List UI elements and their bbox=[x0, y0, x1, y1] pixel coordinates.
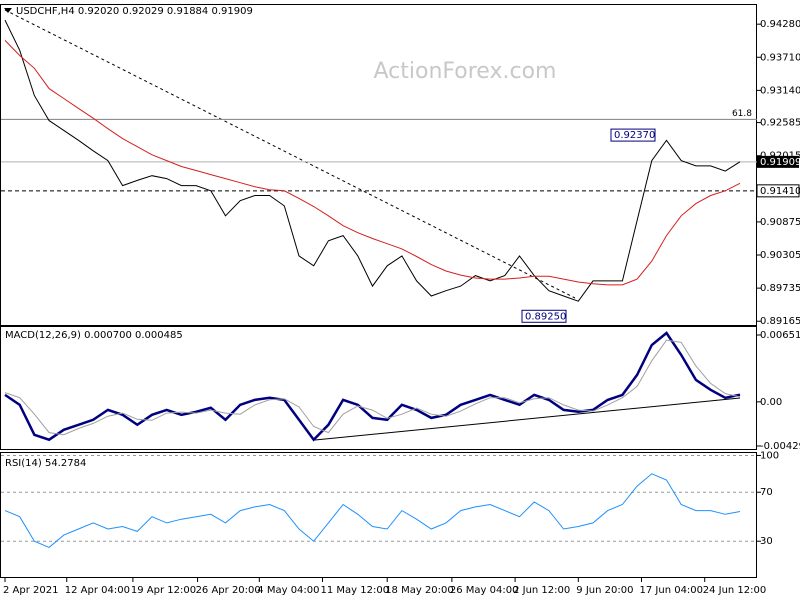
last-price-box bbox=[757, 155, 799, 168]
rsi-panel-frame bbox=[0, 452, 757, 578]
watermark: ActionForex.com bbox=[374, 59, 557, 84]
x-tick-label: 11 May 12:00 bbox=[321, 585, 390, 596]
y-tick-label: 70 bbox=[760, 487, 773, 498]
y-tick-label: 0.00 bbox=[760, 397, 782, 408]
annotation-label: 0.92370 bbox=[614, 130, 655, 141]
x-tick-label: 19 Apr 12:00 bbox=[131, 585, 196, 596]
support-box bbox=[756, 184, 800, 198]
annotation-label: 0.89250 bbox=[525, 311, 566, 322]
support-label: 0.91410 bbox=[760, 186, 800, 197]
fib-level-label: 61.8 bbox=[732, 109, 752, 119]
price-title: USDCHF,H4 0.92020 0.92029 0.91884 0.9190… bbox=[16, 6, 253, 17]
x-tick-label: 26 Apr 20:00 bbox=[196, 585, 261, 596]
y-tick-label: 0.93140 bbox=[760, 85, 800, 96]
x-tick-label: 18 May 20:00 bbox=[385, 585, 454, 596]
y-tick-label: 0.89735 bbox=[760, 283, 800, 294]
collapse-icon bbox=[4, 8, 12, 13]
x-tick-label: 26 May 04:00 bbox=[450, 585, 519, 596]
macd-trend-line bbox=[314, 397, 741, 441]
trend-line bbox=[4, 9, 576, 299]
series-line bbox=[4, 473, 741, 548]
y-tick-label: -0.004298 bbox=[760, 441, 800, 452]
y-tick-label: 0.93710 bbox=[760, 52, 800, 63]
series-line bbox=[4, 331, 741, 442]
x-tick-label: 12 Apr 04:00 bbox=[65, 585, 130, 596]
y-tick-label: 0.90305 bbox=[760, 250, 800, 261]
x-tick-label: 2 Apr 2021 bbox=[3, 585, 58, 596]
annotation-box bbox=[521, 309, 567, 323]
x-tick-label: 9 Jun 20:00 bbox=[576, 585, 633, 596]
y-tick-label: 0.006511 bbox=[760, 330, 800, 341]
x-tick-label: 17 Jun 04:00 bbox=[640, 585, 704, 596]
macd-panel-frame bbox=[0, 326, 757, 450]
price-panel-frame bbox=[0, 4, 757, 326]
macd-title: MACD(12,26,9) 0.000700 0.000485 bbox=[5, 330, 183, 341]
y-tick-label: 0.92585 bbox=[760, 118, 800, 129]
annotation-box bbox=[610, 128, 656, 142]
y-tick-label: 0.89165 bbox=[760, 316, 800, 327]
series-line bbox=[4, 339, 741, 436]
rsi-title: RSI(14) 54.2784 bbox=[5, 458, 86, 469]
x-tick-label: 2 Jun 12:00 bbox=[513, 585, 570, 596]
y-tick-label: 100 bbox=[760, 450, 779, 461]
x-tick-label: 4 May 04:00 bbox=[257, 585, 319, 596]
y-tick-label: 0.94280 bbox=[760, 19, 800, 30]
y-tick-label: 0.90875 bbox=[760, 217, 800, 228]
series-line bbox=[4, 40, 741, 286]
series-line bbox=[4, 19, 741, 302]
x-tick-label: 24 Jun 12:00 bbox=[703, 585, 767, 596]
last-price-label: 0.91909 bbox=[760, 157, 800, 168]
y-tick-label: 30 bbox=[760, 536, 773, 547]
